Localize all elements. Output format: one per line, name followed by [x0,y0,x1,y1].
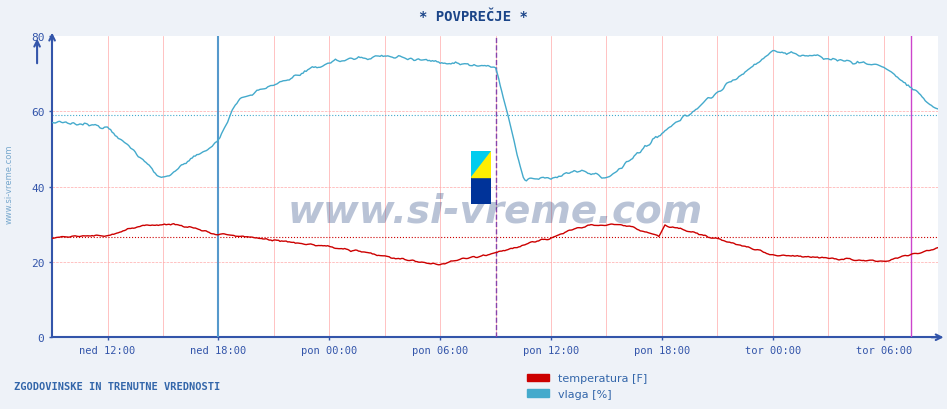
Legend: temperatura [F], vlaga [%]: temperatura [F], vlaga [%] [523,369,652,403]
Text: ZGODOVINSKE IN TRENUTNE VREDNOSTI: ZGODOVINSKE IN TRENUTNE VREDNOSTI [14,382,221,391]
Text: www.si-vreme.com: www.si-vreme.com [287,192,703,230]
Text: * POVPREČJE *: * POVPREČJE * [420,10,527,24]
Polygon shape [471,151,491,178]
Polygon shape [471,151,491,178]
Polygon shape [471,178,491,204]
Text: www.si-vreme.com: www.si-vreme.com [5,144,14,224]
